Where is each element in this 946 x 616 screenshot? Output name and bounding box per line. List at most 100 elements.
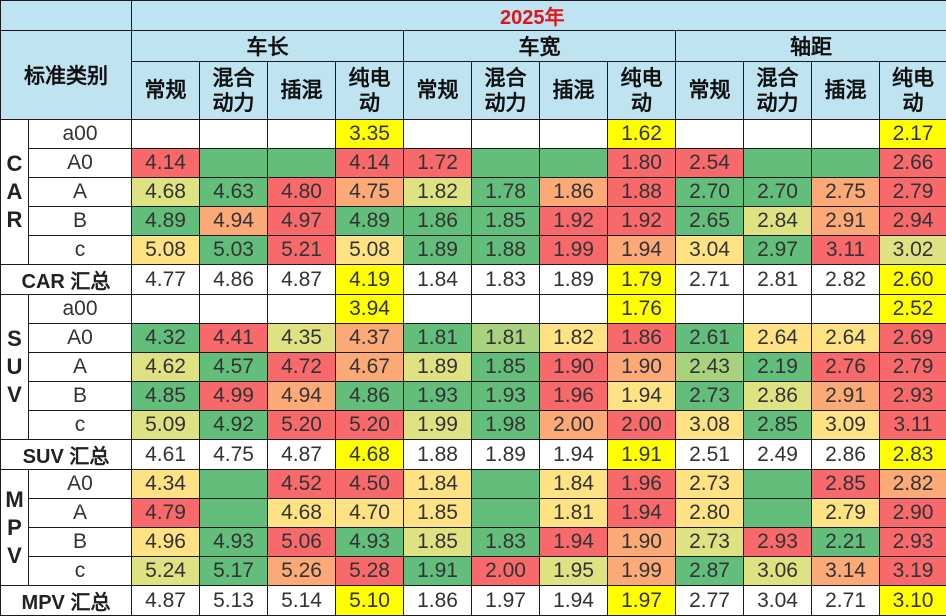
value-cell: 2.43 — [676, 353, 744, 382]
total-value-cell: 2.60 — [880, 265, 946, 295]
value-cell — [200, 120, 268, 149]
size-class-label: c — [29, 411, 132, 440]
value-cell: 2.90 — [880, 499, 946, 528]
value-cell: 2.97 — [744, 236, 812, 265]
size-class-label: a00 — [29, 120, 132, 149]
value-cell: 4.32 — [132, 324, 200, 353]
value-cell: 2.82 — [880, 470, 946, 499]
value-cell: 2.87 — [676, 557, 744, 586]
value-cell: 3.14 — [812, 557, 880, 586]
total-label: MPV 汇总 — [1, 586, 132, 616]
total-value-cell: 1.84 — [404, 265, 472, 295]
value-cell: 3.02 — [880, 236, 946, 265]
value-cell: 2.70 — [676, 178, 744, 207]
sub-header: 常规 — [404, 62, 472, 120]
value-cell: 1.94 — [608, 499, 676, 528]
value-cell: 2.79 — [880, 353, 946, 382]
value-cell: 3.09 — [812, 411, 880, 440]
value-cell — [812, 120, 880, 149]
total-value-cell: 5.14 — [268, 586, 336, 616]
value-cell — [200, 149, 268, 178]
value-cell: 2.54 — [676, 149, 744, 178]
value-cell: 4.92 — [200, 411, 268, 440]
value-cell: 5.08 — [132, 236, 200, 265]
total-value-cell: 4.68 — [336, 440, 404, 470]
total-value-cell: 2.51 — [676, 440, 744, 470]
value-cell: 1.85 — [404, 528, 472, 557]
value-cell: 5.28 — [336, 557, 404, 586]
value-cell: 4.14 — [336, 149, 404, 178]
value-cell: 2.91 — [812, 207, 880, 236]
value-cell: 1.90 — [608, 528, 676, 557]
total-value-cell: 4.87 — [268, 265, 336, 295]
value-cell: 1.81 — [540, 499, 608, 528]
value-cell — [132, 120, 200, 149]
total-value-cell: 2.71 — [676, 265, 744, 295]
value-cell: 4.14 — [132, 149, 200, 178]
value-cell: 5.08 — [336, 236, 404, 265]
value-cell: 2.85 — [744, 411, 812, 440]
sub-header: 混合动力 — [472, 62, 540, 120]
value-cell: 4.89 — [132, 207, 200, 236]
value-cell: 5.26 — [268, 557, 336, 586]
value-cell — [744, 120, 812, 149]
value-cell — [676, 120, 744, 149]
value-cell: 2.61 — [676, 324, 744, 353]
value-cell: 1.78 — [472, 178, 540, 207]
value-cell: 2.84 — [744, 207, 812, 236]
sub-header: 插混 — [268, 62, 336, 120]
value-cell: 2.17 — [880, 120, 946, 149]
value-cell: 5.24 — [132, 557, 200, 586]
value-cell: 4.80 — [268, 178, 336, 207]
value-cell: 5.06 — [268, 528, 336, 557]
total-value-cell: 1.89 — [540, 265, 608, 295]
value-cell: 2.00 — [540, 411, 608, 440]
value-cell: 1.90 — [540, 353, 608, 382]
value-cell: 2.93 — [880, 382, 946, 411]
value-cell: 3.06 — [744, 557, 812, 586]
size-class-label: c — [29, 557, 132, 586]
value-cell — [812, 149, 880, 178]
value-cell: 2.94 — [880, 207, 946, 236]
value-cell — [404, 120, 472, 149]
value-cell: 1.88 — [608, 178, 676, 207]
value-cell: 2.64 — [812, 324, 880, 353]
total-value-cell: 1.97 — [472, 586, 540, 616]
value-cell: 3.04 — [676, 236, 744, 265]
value-cell: 1.96 — [540, 382, 608, 411]
value-cell: 4.50 — [336, 470, 404, 499]
value-cell: 4.79 — [132, 499, 200, 528]
value-cell: 2.86 — [744, 382, 812, 411]
value-cell: 4.52 — [268, 470, 336, 499]
size-class-label: A — [29, 178, 132, 207]
size-class-label: B — [29, 382, 132, 411]
total-value-cell: 1.97 — [608, 586, 676, 616]
value-cell: 4.93 — [336, 528, 404, 557]
value-cell: 1.76 — [608, 295, 676, 324]
value-cell: 1.96 — [608, 470, 676, 499]
value-cell — [268, 120, 336, 149]
total-label: CAR 汇总 — [1, 265, 132, 295]
value-cell: 1.95 — [540, 557, 608, 586]
total-value-cell: 5.10 — [336, 586, 404, 616]
value-cell: 4.86 — [336, 382, 404, 411]
value-cell: 1.94 — [608, 236, 676, 265]
value-cell: 4.94 — [200, 207, 268, 236]
total-value-cell: 4.87 — [268, 440, 336, 470]
sub-header: 常规 — [132, 62, 200, 120]
total-value-cell: 2.86 — [812, 440, 880, 470]
value-cell: 1.80 — [608, 149, 676, 178]
value-cell: 1.99 — [404, 411, 472, 440]
size-class-label: A — [29, 353, 132, 382]
value-cell — [744, 149, 812, 178]
